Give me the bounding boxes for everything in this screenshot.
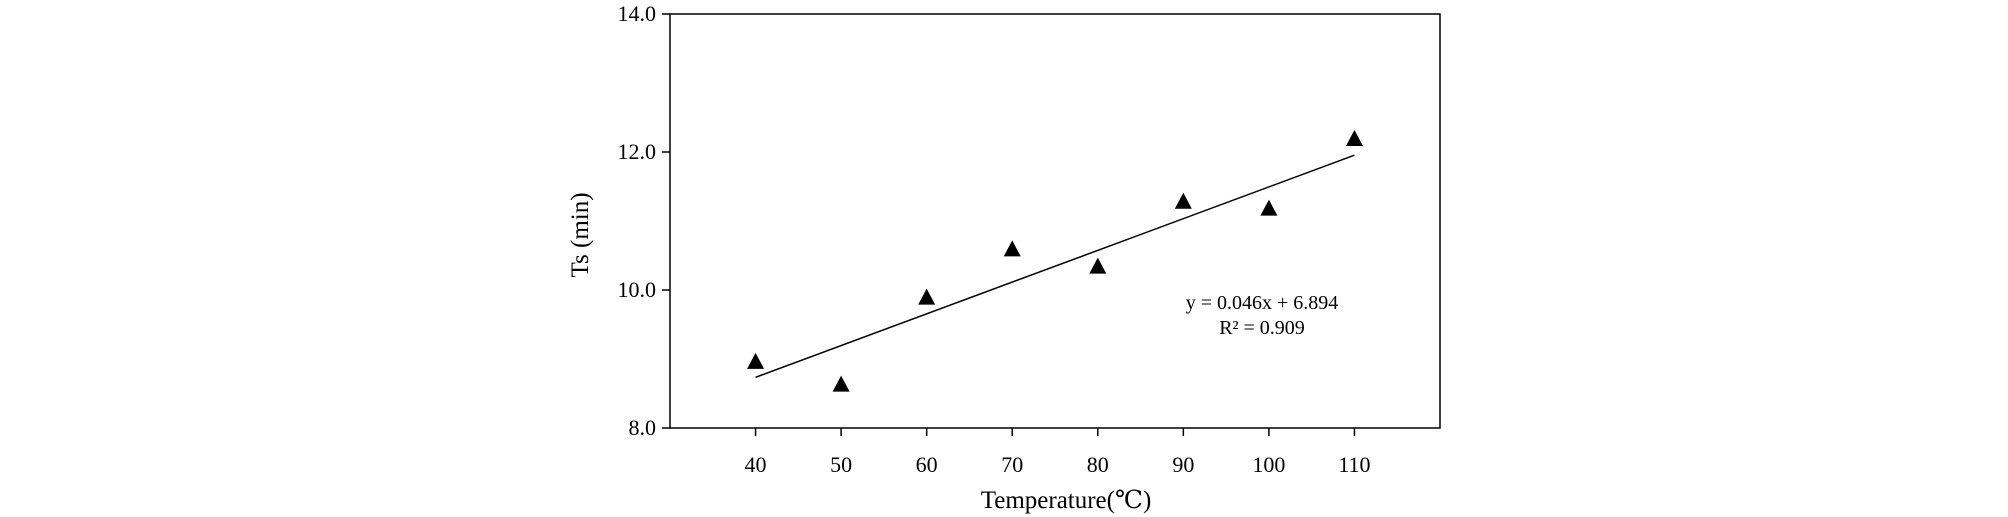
data-points: [747, 129, 1363, 392]
y-tick-label: 14.0: [618, 1, 657, 26]
x-tick-label: 50: [830, 452, 852, 477]
x-tick-label: 60: [916, 452, 938, 477]
data-point-triangle: [747, 352, 765, 369]
data-point-triangle: [832, 375, 850, 392]
x-tick-label: 70: [1001, 452, 1023, 477]
data-point-triangle: [918, 288, 936, 305]
data-point-triangle: [1174, 192, 1192, 209]
y-tick-label: 10.0: [618, 277, 657, 302]
plot-area-frame: [669, 13, 1441, 429]
trendline-group: [755, 154, 1355, 379]
x-tick-label: 100: [1252, 452, 1285, 477]
x-axis-label: Temperature(℃): [981, 487, 1152, 514]
x-tick-label: 110: [1338, 452, 1370, 477]
x-tick-label: 80: [1087, 452, 1109, 477]
y-tick-label: 8.0: [629, 415, 657, 440]
trendline: [755, 154, 1355, 379]
data-point-triangle: [1003, 240, 1021, 257]
y-axis-ticks: 8.0 10.0 12.0 14.0: [618, 1, 670, 440]
x-tick-label: 90: [1172, 452, 1194, 477]
x-axis-ticks: 40 50 60 70 80 90 100 110: [745, 428, 1371, 477]
equation-label: y = 0.046x + 6.894: [1186, 292, 1339, 314]
data-point-triangle: [1345, 129, 1363, 146]
data-point-triangle: [1260, 199, 1278, 216]
y-axis-label: Ts (min): [567, 192, 594, 277]
y-tick-label: 12.0: [618, 139, 657, 164]
data-point-triangle: [1089, 257, 1107, 274]
x-tick-label: 40: [745, 452, 767, 477]
r-squared-label: R² = 0.909: [1219, 317, 1305, 339]
